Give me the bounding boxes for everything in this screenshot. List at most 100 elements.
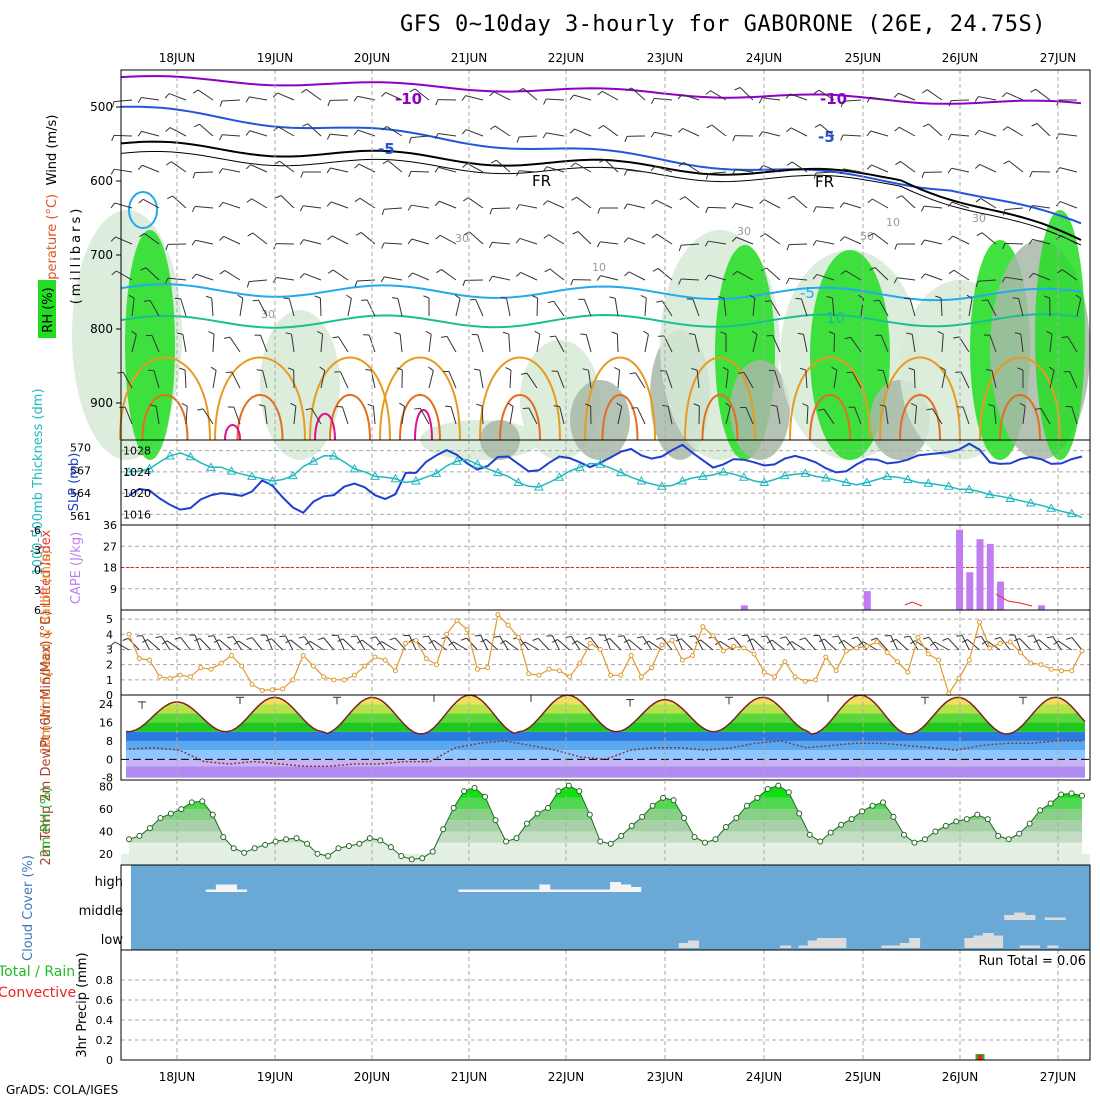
- lifted-index-tick-label: -3: [30, 544, 41, 557]
- wind-barb-flag: [191, 206, 196, 213]
- rh-point: [230, 845, 237, 852]
- surface-wind-barb: [199, 638, 212, 651]
- wind-barb-flag: [111, 270, 117, 276]
- wind-barb: [262, 370, 268, 389]
- wind-barb-flag: [623, 237, 629, 243]
- wind-barb-flag: [895, 160, 901, 166]
- cloud-background: [131, 865, 1090, 950]
- wind-barb-flag: [476, 403, 483, 407]
- surface-wind-barb: [114, 641, 130, 651]
- wind-barb: [475, 299, 484, 317]
- wind-barb: [870, 130, 889, 137]
- wind-barb: [843, 202, 862, 209]
- temperature-contour: [684, 356, 756, 441]
- wind-barb-flag: [894, 126, 900, 132]
- cloud-low-bar: [909, 938, 921, 948]
- cloud-low-bar: [1019, 945, 1031, 948]
- wind-barb-flag: [285, 332, 292, 335]
- lifted-index-tick-label: 0: [34, 564, 41, 577]
- surface-wind-barb: [285, 635, 294, 651]
- wind-barb-flag: [894, 243, 898, 250]
- wind-barb: [683, 162, 700, 173]
- wind-barb-flag: [534, 330, 541, 335]
- rh-tick-label: 80: [99, 781, 113, 794]
- wind-barb: [1060, 201, 1078, 209]
- wind-barb: [185, 406, 188, 425]
- wind-speed-point: [1007, 639, 1013, 645]
- cloud-high-bar: [610, 882, 622, 892]
- wind-tick-label: 2: [106, 659, 113, 672]
- wind-barb: [496, 159, 511, 173]
- wind-speed-point: [331, 677, 337, 683]
- wind-barb: [276, 276, 295, 281]
- wind-barb: [574, 128, 592, 137]
- date-label-top: 24JUN: [746, 51, 783, 65]
- wind-barb-flag: [1056, 99, 1060, 106]
- rh-point: [963, 816, 970, 823]
- wind-barb: [520, 271, 538, 281]
- wind-barb-flag: [920, 239, 925, 246]
- temp-tick-label: 24: [99, 698, 113, 711]
- wind-barb-flag: [131, 330, 137, 335]
- wind-barb-flag: [1031, 123, 1038, 127]
- surface-wind-barb: [551, 635, 560, 651]
- wind-speed-point: [146, 657, 152, 663]
- thickness-point: [472, 459, 483, 468]
- surface-wind-barb-flag: [623, 639, 630, 644]
- rh-point: [167, 810, 174, 817]
- wind-speed-point: [454, 618, 460, 624]
- surface-wind-barb-flag: [994, 636, 1001, 640]
- cloud-low-bar: [973, 935, 985, 948]
- wind-barb: [455, 298, 461, 317]
- wind-barb: [115, 236, 133, 245]
- y-tick-label: 700: [90, 248, 113, 262]
- axis-label-temperature-2m: 2m Temp 2m DewPt (6hr Min/Max) (°C): [39, 611, 54, 866]
- cloud-high-bar: [589, 889, 601, 892]
- cloud-low-bar: [687, 940, 699, 948]
- wind-barb: [212, 370, 217, 389]
- axis-label-cloud-cover: Cloud Cover (%): [21, 855, 36, 961]
- contour-label: 50: [860, 230, 874, 243]
- wind-barb-flag: [966, 294, 973, 299]
- wind-barb-flag: [1002, 243, 1006, 250]
- wind-barb: [303, 205, 322, 209]
- cape-tick-label: 27: [103, 540, 117, 553]
- wind-tick-label: 0: [106, 689, 113, 702]
- wind-barb: [989, 334, 997, 353]
- rh-point: [251, 845, 258, 852]
- wind-barb: [144, 233, 160, 245]
- wind-barb: [330, 133, 349, 137]
- wind-barb-flag: [488, 275, 493, 282]
- wind-barb-flag: [148, 369, 155, 372]
- wind-barb: [762, 131, 781, 137]
- wind-barb-flag: [394, 332, 401, 335]
- wind-barb: [914, 406, 918, 425]
- wind-barb: [526, 372, 538, 389]
- surface-wind-barb: [218, 639, 232, 651]
- wind-barb: [508, 334, 511, 353]
- wind-barb: [366, 299, 376, 317]
- wind-barb-flag: [128, 294, 135, 299]
- wind-barb: [900, 161, 916, 173]
- wind-tick-label: 1: [106, 674, 113, 687]
- cloud-high-bar: [519, 889, 531, 892]
- temperature-contour: [601, 394, 639, 441]
- rh-point: [900, 831, 907, 838]
- surface-wind-barb-flag: [110, 641, 116, 647]
- temperature-contour: [499, 394, 541, 441]
- wind-barb: [372, 406, 376, 425]
- wind-barb: [644, 298, 647, 317]
- wind-barb-flag: [516, 170, 520, 177]
- rh-point: [262, 841, 269, 848]
- wind-speed-point: [690, 653, 696, 659]
- wind-barb: [1040, 408, 1051, 425]
- precip-convective-bar: [977, 1055, 983, 1060]
- rh-band: [129, 831, 1082, 843]
- rh-point: [366, 835, 373, 842]
- temperature-contour-hot: [224, 424, 241, 441]
- wind-barb-flag: [502, 331, 509, 335]
- wind-barb-flag: [489, 208, 493, 215]
- wind-barb-flag: [1075, 294, 1082, 299]
- wind-barb-flag: [678, 245, 682, 252]
- wind-barb: [360, 232, 376, 245]
